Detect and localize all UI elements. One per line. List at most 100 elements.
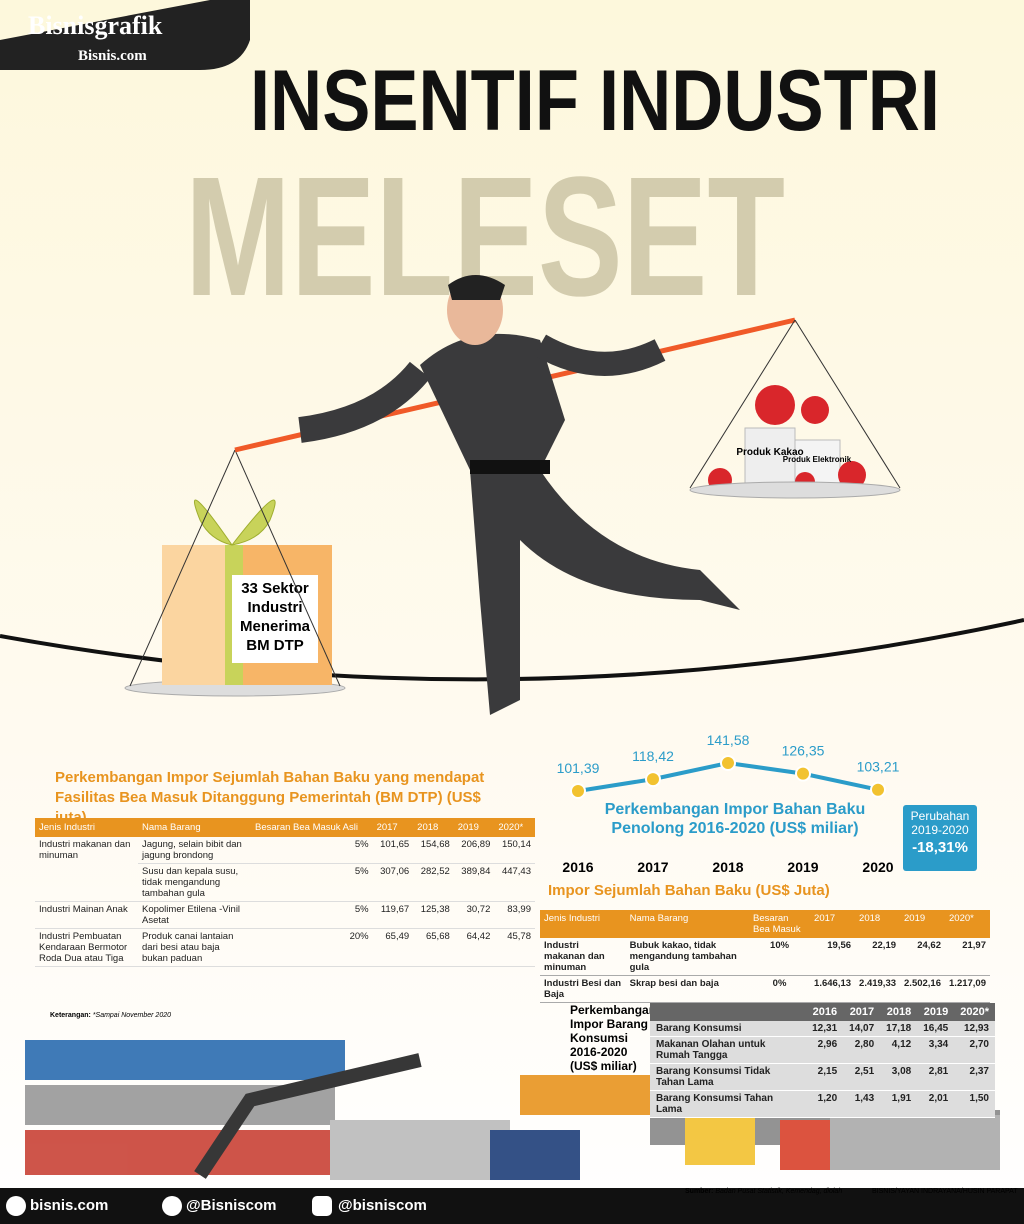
cell: 1.646,13 (810, 975, 856, 1003)
column-header: 2017 (372, 818, 414, 837)
cell: 447,43 (494, 863, 535, 902)
column-header: Jenis Industri (35, 818, 138, 837)
x-tick-label: 2017 (637, 859, 668, 875)
social: @Bisniscom (186, 1197, 277, 1214)
cell: 12,93 (954, 1021, 995, 1037)
column-header: 2020* (494, 818, 535, 837)
cell: 2,51 (843, 1063, 881, 1091)
cell: 45,78 (494, 928, 535, 967)
row: Industri Besi dan Baja Skrap besi dan baj… (540, 975, 990, 1003)
column-header: Besaran Bea Masuk Asli (251, 818, 373, 837)
cell: 0% (749, 975, 811, 1003)
cell: 65,68 (413, 928, 454, 967)
cell: 150,14 (494, 837, 535, 864)
value-label: 118,42 (632, 748, 674, 764)
cell: Susu dan kepala susu, tidak mengandung t… (138, 863, 251, 902)
header-row: Jenis Industri Nama Barang Besaran Bea Mas… (540, 910, 990, 938)
cell: 1,50 (954, 1090, 995, 1118)
title: INSENTIF INDUSTRI (250, 53, 940, 149)
header-corner (650, 1003, 807, 1021)
source-label: Sumber: (685, 1188, 714, 1195)
source: Sumber: Badan Pusat Statistik, Kemendag,… (685, 1188, 842, 1195)
cell: 30,72 (453, 901, 495, 929)
table: Jenis Industri Nama Barang Besaran Bea Mas… (540, 910, 990, 1003)
cell: 389,84 (453, 863, 495, 902)
cell: 307,06 (372, 863, 414, 902)
cell: 14,07 (843, 1021, 881, 1037)
column-header: 2019 (900, 910, 945, 938)
column-header: 2018 (855, 910, 901, 938)
cell: 282,52 (413, 863, 454, 902)
cell: 154,68 (413, 837, 454, 864)
cell: Industri Mainan Anak (35, 901, 138, 929)
column-header: 2019 (917, 1003, 955, 1021)
product-label: Produk Kakao (736, 447, 803, 458)
row: Industri Pembuatan Kendaraan Bermotor Ro… (35, 928, 535, 967)
column-header: 2016 (806, 1003, 844, 1021)
row: Makanan Olahan untuk Rumah Tangga 2,96 2,8… (650, 1036, 995, 1064)
x-tick-label: 2016 (562, 859, 593, 875)
table: Jenis Industri Nama Barang Besaran Bea Mas… (35, 818, 535, 967)
row: Industri makanan dan minuman Bubuk kakao,… (540, 938, 990, 976)
cell: 12,31 (806, 1021, 844, 1037)
x-tick-label: 2020 (862, 859, 893, 875)
row-label: Makanan Olahan untuk Rumah Tangga (650, 1036, 807, 1064)
x-tick-label: 2019 (787, 859, 818, 875)
cell: 17,18 (880, 1021, 918, 1037)
note-text: *Sampai November 2020 (92, 1012, 172, 1019)
change-box: Perubahan 2019-2020 -18,31% (903, 805, 977, 871)
cell: 5% (251, 863, 373, 902)
cell: 3,08 (880, 1063, 918, 1091)
table-title: Perkembangan Impor Sejumlah Bahan Baku y… (55, 769, 485, 826)
point (645, 771, 661, 788)
cell: 16,45 (917, 1021, 955, 1037)
point (570, 783, 586, 799)
table-title: Perkembangan Impor Barang Konsumsi 2016-… (570, 1003, 657, 1073)
cell: 24,62 (900, 938, 945, 976)
social: bisnis.com (30, 1197, 109, 1214)
cell: 10% (749, 938, 811, 976)
table-title: Impor Sejumlah Bahan Baku (US$ Juta) (548, 882, 830, 899)
brand-sub: Bisnis.com (78, 48, 147, 64)
column-header: 2017 (843, 1003, 881, 1021)
x-tick-label: 2018 (712, 859, 743, 875)
column-header: 2020* (945, 910, 990, 938)
cell: 119,67 (372, 901, 414, 929)
cell: 125,38 (413, 901, 454, 929)
point (720, 755, 736, 771)
cell: 1,91 (880, 1090, 918, 1118)
social: @bisniscom (338, 1197, 427, 1214)
cell: 64,42 (453, 928, 495, 967)
value-label: 103,21 (857, 759, 900, 775)
gift-label: 33 Sektor Industri Menerima BM DTP (239, 580, 311, 654)
credit: BISNIS/YAYAN INDRAYANA/HUSIN PARAPAT (872, 1188, 1018, 1195)
row: Industri Mainan Anak Kopolimer Etilena -V… (35, 901, 535, 929)
cell: 2.502,16 (900, 975, 945, 1003)
header-row: Jenis Industri Nama Barang Besaran Bea Mas… (35, 818, 535, 837)
column-header: Nama Barang (138, 818, 251, 837)
column-header: Nama Barang (625, 910, 750, 938)
change-value: -18,31% (912, 839, 968, 856)
row: Barang Konsumsi 12,31 14,07 17,18 16,45 12,93 (650, 1021, 995, 1037)
table: 2016 2017 2018 2019 2020* Barang Konsumsi 12,3… (650, 1003, 995, 1118)
cell: 2,01 (917, 1090, 955, 1118)
cell: Jagung, selain bibit dan jagung brondong (138, 837, 251, 864)
cell: Skrap besi dan baja (625, 975, 750, 1003)
cell: Bubuk kakao, tidak mengandung tambahan g… (625, 938, 750, 976)
cell: 1,43 (843, 1090, 881, 1118)
row-label: Barang Konsumsi Tidak Tahan Lama (650, 1063, 807, 1091)
cell: 3,34 (917, 1036, 955, 1064)
cell: 2,70 (954, 1036, 995, 1064)
row-label: Barang Konsumsi (650, 1021, 807, 1037)
cell: 101,65 (372, 837, 414, 864)
row: Barang Konsumsi Tidak Tahan Lama 2,15 2,51… (650, 1063, 995, 1091)
cell: 21,97 (945, 938, 990, 976)
cell: 1.217,09 (945, 975, 990, 1003)
column-header: 2019 (453, 818, 495, 837)
cell: 2,15 (806, 1063, 844, 1091)
cell: 2,37 (954, 1063, 995, 1091)
header-row: 2016 2017 2018 2019 2020* (650, 1003, 995, 1021)
cell: 19,56 (810, 938, 856, 976)
